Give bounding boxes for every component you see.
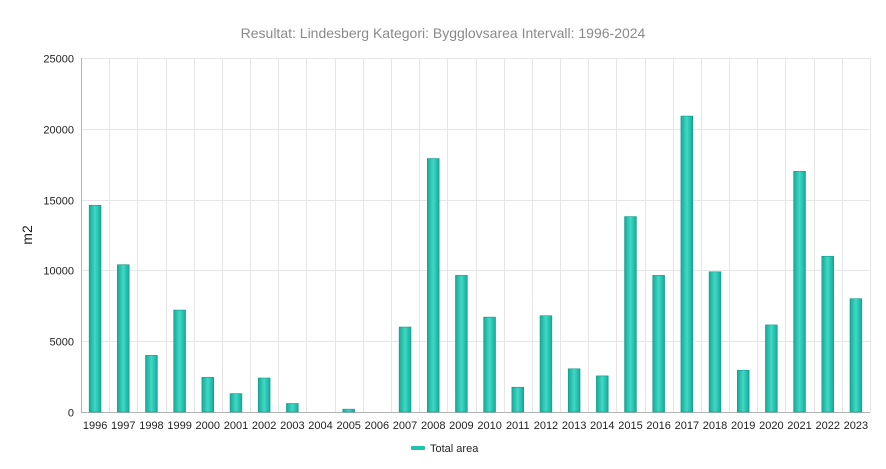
x-tick-label: 2012 <box>534 420 558 432</box>
x-tick-label: 2013 <box>562 420 586 432</box>
x-tick-label: 2008 <box>421 420 445 432</box>
bar-2020[interactable] <box>765 324 778 413</box>
x-tick-label: 2016 <box>646 420 670 432</box>
bar-2019[interactable] <box>736 369 750 413</box>
bar-1998[interactable] <box>145 355 158 413</box>
x-tick-label: 2018 <box>703 420 727 432</box>
x-tick-label: 2011 <box>506 420 530 432</box>
bar-2015[interactable] <box>624 216 637 413</box>
grid <box>81 58 871 413</box>
legend[interactable]: Total area <box>411 443 479 455</box>
x-tick-label: 2004 <box>308 420 332 432</box>
chart-title: Resultat: Lindesberg Kategori: Bygglovsa… <box>241 25 646 41</box>
bar-2010[interactable] <box>483 316 496 413</box>
x-tick-label: 2023 <box>844 420 868 432</box>
y-tick-label: 5000 <box>50 337 74 349</box>
x-tick-label: 2005 <box>336 420 360 432</box>
x-tick-label: 1998 <box>139 420 163 432</box>
bar-2023[interactable] <box>849 298 863 413</box>
bar-2014[interactable] <box>596 375 609 413</box>
x-tick-label: 2021 <box>787 420 811 432</box>
bar-1997[interactable] <box>117 264 130 413</box>
y-tick-label: 15000 <box>43 196 74 208</box>
bar-2000[interactable] <box>201 377 215 413</box>
y-tick-label: 0 <box>68 408 74 420</box>
x-tick-label: 2007 <box>393 420 417 432</box>
bar-2013[interactable] <box>567 368 581 413</box>
bar-2005[interactable] <box>342 408 355 413</box>
bar-2008[interactable] <box>427 158 440 413</box>
x-tick-label: 2003 <box>280 420 304 432</box>
bar-2007[interactable] <box>398 326 412 413</box>
x-tick-label: 2001 <box>224 420 248 432</box>
bar-2011[interactable] <box>511 386 524 413</box>
x-tick-label: 2010 <box>477 420 501 432</box>
x-tick-label: 2019 <box>731 420 755 432</box>
x-tick-label: 1996 <box>83 420 107 432</box>
bars <box>88 115 863 413</box>
x-tick-label: 2009 <box>449 420 473 432</box>
x-tick-label: 2015 <box>618 420 642 432</box>
bar-2017[interactable] <box>680 115 694 413</box>
y-axis-label: m2 <box>19 225 35 245</box>
bar-2012[interactable] <box>539 315 553 413</box>
x-tick-label: 2022 <box>815 420 839 432</box>
x-tick-label: 1999 <box>167 420 191 432</box>
x-tick-label: 2017 <box>675 420 699 432</box>
bar-2016[interactable] <box>652 275 665 413</box>
bar-2022[interactable] <box>821 255 834 413</box>
x-tick-label: 2014 <box>590 420 614 432</box>
x-tick-label: 1997 <box>111 420 135 432</box>
legend-label[interactable]: Total area <box>430 443 479 455</box>
bar-2002[interactable] <box>257 377 271 413</box>
x-tick-label: 2002 <box>252 420 276 432</box>
bar-2001[interactable] <box>229 393 243 413</box>
bar-1999[interactable] <box>173 309 186 413</box>
x-tick-label: 2020 <box>759 420 783 432</box>
x-tick-label: 2000 <box>196 420 220 432</box>
legend-swatch[interactable] <box>411 446 425 450</box>
bar-2003[interactable] <box>286 403 299 413</box>
tick-labels: 0 5000 10000 15000 20000 25000 1996 1997 1998 199… <box>43 54 868 433</box>
y-tick-label: 10000 <box>43 266 74 278</box>
bar-2018[interactable] <box>708 271 722 413</box>
x-tick-label: 2006 <box>365 420 389 432</box>
bar-2009[interactable] <box>455 275 468 413</box>
y-tick-label: 20000 <box>43 125 74 137</box>
bar-2021[interactable] <box>793 170 806 413</box>
bar-1996[interactable] <box>88 204 102 413</box>
y-tick-label: 25000 <box>43 54 74 66</box>
